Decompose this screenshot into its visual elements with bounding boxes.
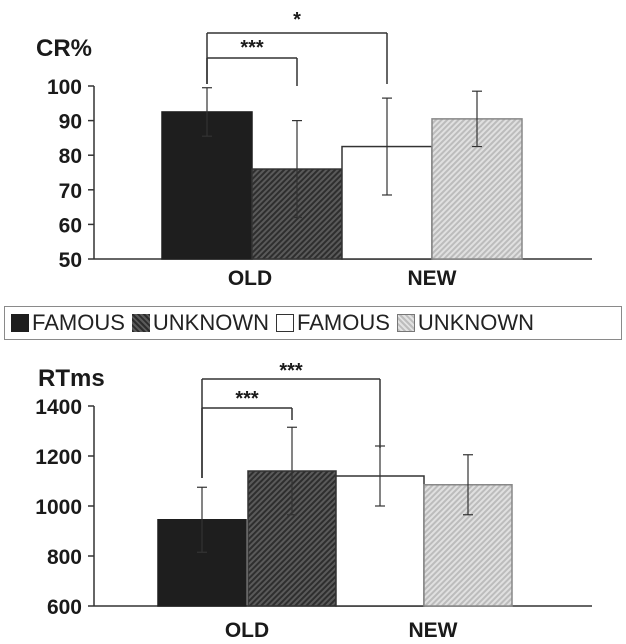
y-tick-label: 90 — [59, 111, 82, 134]
error-bar — [463, 454, 473, 516]
significance-bracket — [201, 407, 293, 478]
y-tick-label: 80 — [59, 145, 82, 168]
y-tick-label: 50 — [59, 249, 82, 272]
significance-bracket — [201, 378, 381, 478]
legend-swatch — [131, 314, 150, 332]
x-category-label: OLD — [225, 619, 269, 642]
significance-label: *** — [279, 360, 303, 382]
legend-label: FAMOUS — [297, 310, 390, 335]
y-tick-label: 1200 — [35, 446, 82, 469]
error-bar — [382, 97, 392, 196]
legend-swatch — [11, 314, 29, 332]
error-bar — [292, 119, 302, 219]
legend-label: UNKNOWN — [417, 310, 535, 335]
x-category-label: NEW — [409, 619, 458, 642]
legend-label: FAMOUS — [32, 310, 125, 335]
legend-item-new-famous: FAMOUS — [276, 310, 390, 336]
legend-swatch — [276, 314, 295, 332]
significance-label: *** — [235, 388, 259, 410]
error-bar — [202, 87, 212, 137]
y-tick-label: 60 — [59, 214, 82, 237]
y-tick-label: 1000 — [35, 496, 82, 519]
error-bar — [287, 426, 297, 516]
y-tick-label: 100 — [47, 76, 82, 99]
x-category-label: NEW — [408, 267, 457, 290]
legend-swatch — [396, 314, 415, 332]
y-tick-label: 1400 — [35, 396, 82, 419]
error-bar — [197, 486, 207, 553]
chart-title: CR% — [36, 35, 92, 62]
y-tick-label: 600 — [47, 596, 82, 619]
significance-label: *** — [240, 37, 264, 59]
y-tick-label: 800 — [47, 546, 82, 569]
significance-bracket — [206, 32, 388, 84]
x-category-label: OLD — [228, 267, 272, 290]
error-bar — [472, 90, 482, 148]
legend-item-old-famous: FAMOUS — [11, 310, 125, 336]
legend-item-old-unknown: UNKNOWN — [131, 310, 270, 336]
y-tick-label: 70 — [59, 180, 82, 203]
significance-bracket — [206, 57, 298, 86]
significance-label: * — [293, 9, 301, 31]
legend-item-new-unknown: UNKNOWN — [396, 310, 535, 336]
chart-title: RTms — [38, 365, 105, 392]
legend: FAMOUS UNKNOWN FAMOUS UNKNOWN — [4, 306, 622, 340]
legend-label: UNKNOWN — [152, 310, 270, 335]
